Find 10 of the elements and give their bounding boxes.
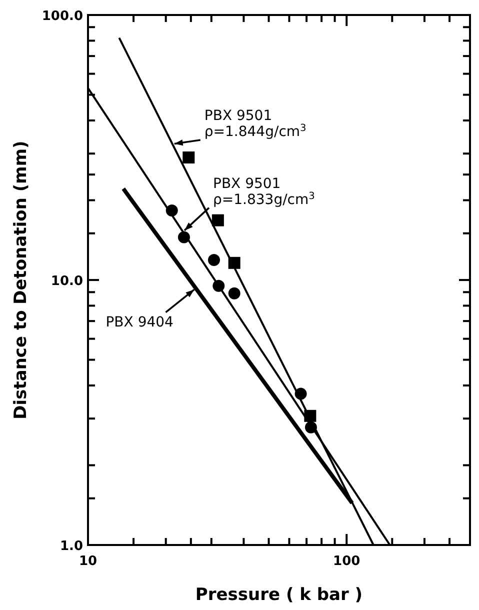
annotation: PBX 9404 [106, 314, 174, 330]
annotation: PBX 9501 ρ=1.833g/cm$^{3}$ [213, 176, 315, 208]
annotation: PBX 9501 ρ=1.844g/cm$^{3}$ [204, 108, 306, 140]
x-tick-label: 10 [78, 554, 98, 569]
y-tick-label: 10.0 [50, 274, 83, 289]
y-axis-title: Distance to Detonation (mm) [11, 140, 31, 420]
y-tick-label: 1.0 [60, 539, 83, 554]
x-axis-title: Pressure ( k bar ) [195, 585, 363, 605]
y-tick-label: 100.0 [42, 9, 83, 24]
x-tick-label: 100 [333, 554, 360, 569]
